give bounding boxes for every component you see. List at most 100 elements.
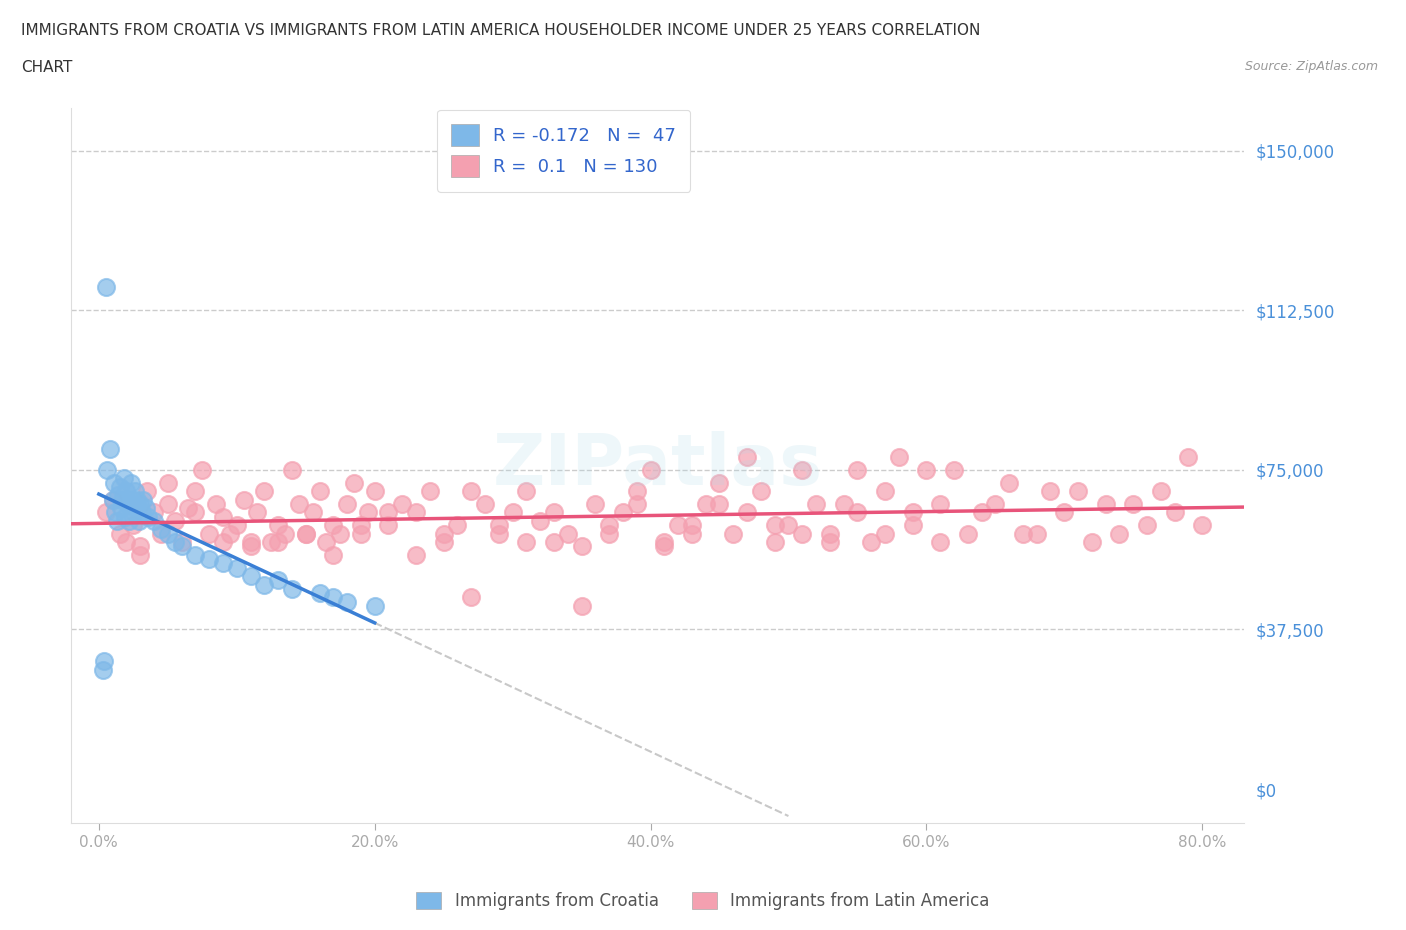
Point xyxy=(170,535,193,550)
Text: ZIPatlas: ZIPatlas xyxy=(492,431,823,500)
Point xyxy=(1177,449,1199,464)
Text: Source: ZipAtlas.com: Source: ZipAtlas.com xyxy=(1244,60,1378,73)
Point xyxy=(329,526,352,541)
Point xyxy=(515,535,537,550)
Point xyxy=(735,505,758,520)
Point xyxy=(405,548,427,563)
Point xyxy=(135,500,157,515)
Point xyxy=(163,535,186,550)
Text: CHART: CHART xyxy=(21,60,73,75)
Point xyxy=(1012,526,1035,541)
Point xyxy=(887,449,910,464)
Point xyxy=(294,526,316,541)
Point xyxy=(131,505,153,520)
Point xyxy=(143,513,166,528)
Point xyxy=(1108,526,1130,541)
Point xyxy=(433,535,456,550)
Point xyxy=(1136,518,1159,533)
Point xyxy=(709,475,731,490)
Point xyxy=(225,518,247,533)
Point xyxy=(488,518,510,533)
Point xyxy=(205,497,228,512)
Point xyxy=(246,505,269,520)
Point xyxy=(1163,505,1185,520)
Point xyxy=(460,590,482,604)
Point xyxy=(301,505,323,520)
Point xyxy=(191,462,214,477)
Point xyxy=(110,500,132,515)
Point xyxy=(1039,484,1062,498)
Point xyxy=(336,497,359,512)
Point xyxy=(652,539,675,554)
Point xyxy=(267,518,290,533)
Point xyxy=(446,518,468,533)
Point xyxy=(1150,484,1173,498)
Point xyxy=(763,518,786,533)
Point xyxy=(170,539,193,554)
Point xyxy=(1081,535,1104,550)
Point xyxy=(198,526,221,541)
Point xyxy=(901,505,924,520)
Point xyxy=(212,535,235,550)
Legend: Immigrants from Croatia, Immigrants from Latin America: Immigrants from Croatia, Immigrants from… xyxy=(409,885,997,917)
Point xyxy=(929,535,952,550)
Point xyxy=(377,505,399,520)
Point xyxy=(695,497,717,512)
Point xyxy=(156,526,179,541)
Point xyxy=(929,497,952,512)
Text: IMMIGRANTS FROM CROATIA VS IMMIGRANTS FROM LATIN AMERICA HOUSEHOLDER INCOME UNDE: IMMIGRANTS FROM CROATIA VS IMMIGRANTS FR… xyxy=(21,23,980,38)
Point xyxy=(107,488,129,503)
Point xyxy=(529,513,551,528)
Point xyxy=(666,518,689,533)
Point xyxy=(96,462,118,477)
Point xyxy=(343,475,366,490)
Point xyxy=(184,505,207,520)
Point xyxy=(103,475,125,490)
Point xyxy=(583,497,606,512)
Point xyxy=(177,500,200,515)
Point xyxy=(433,526,456,541)
Point xyxy=(308,484,330,498)
Point xyxy=(557,526,579,541)
Point xyxy=(460,484,482,498)
Point xyxy=(121,492,143,507)
Point xyxy=(132,492,155,507)
Point xyxy=(120,475,142,490)
Point xyxy=(149,522,172,537)
Point xyxy=(239,539,262,554)
Point xyxy=(218,526,240,541)
Point xyxy=(543,535,565,550)
Point xyxy=(681,518,703,533)
Point xyxy=(1122,497,1144,512)
Point xyxy=(122,518,145,533)
Point xyxy=(267,535,290,550)
Point xyxy=(239,569,262,584)
Point xyxy=(138,510,160,525)
Point xyxy=(735,449,758,464)
Point xyxy=(942,462,965,477)
Point xyxy=(502,505,524,520)
Point xyxy=(336,594,359,609)
Point xyxy=(98,441,121,456)
Point xyxy=(143,505,166,520)
Point xyxy=(956,526,979,541)
Point xyxy=(108,526,131,541)
Point xyxy=(94,279,117,294)
Point xyxy=(232,492,254,507)
Point xyxy=(124,484,146,498)
Point xyxy=(571,539,593,554)
Point xyxy=(288,497,311,512)
Point xyxy=(1191,518,1213,533)
Point xyxy=(101,492,124,507)
Point xyxy=(792,526,814,541)
Point xyxy=(112,471,135,485)
Point xyxy=(115,484,138,498)
Point xyxy=(515,484,537,498)
Point xyxy=(846,462,869,477)
Point xyxy=(274,526,297,541)
Point xyxy=(136,484,159,498)
Point xyxy=(901,518,924,533)
Point xyxy=(118,513,141,528)
Point xyxy=(778,518,800,533)
Point xyxy=(626,484,648,498)
